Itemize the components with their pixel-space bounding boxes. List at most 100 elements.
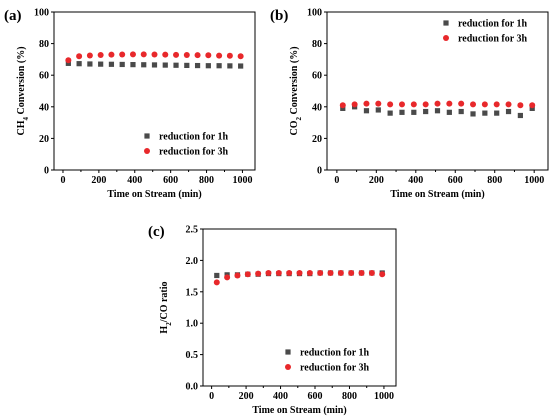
y-tick-label: 0 [44,166,49,177]
y-axis-label: CH4 Conversion (%) [16,46,30,135]
y-tick-label: 60 [39,71,49,82]
y-tick-label: 40 [39,102,49,113]
data-point-square [87,61,93,67]
data-point-circle [213,279,220,286]
x-tick-label: 0 [209,391,214,402]
data-point-circle [446,100,453,107]
data-point-square [434,108,441,114]
data-point-square [227,63,233,69]
x-tick-label: 200 [91,175,106,186]
data-point-circle [351,101,358,108]
chart-panel-3: (c) 0 200 400 600 800 1000 0.0 0.5 1.0 1.5 2.0 2.5 Ti… [148,224,397,416]
data-point-circle [529,102,536,109]
data-point-square [505,108,512,115]
data-point-square [494,110,500,116]
series-2 [339,100,536,109]
data-point-circle [505,101,512,108]
legend-marker-circle [285,364,291,370]
data-point-circle [375,100,382,107]
data-point-circle [183,51,190,58]
plot-frame [326,11,549,171]
legend-label: reduction for 1h [300,348,370,359]
data-point-circle [458,100,465,107]
legend-marker-circle [144,148,150,154]
plot-frame [202,228,397,387]
data-point-circle [286,269,293,276]
data-point-circle [234,272,241,279]
data-point-square [98,61,104,67]
legend-marker-square [285,349,291,355]
data-point-square [108,61,115,67]
y-tick-label: 0.5 [186,350,199,361]
data-point-square [529,105,535,111]
data-point-circle [224,274,231,281]
data-point-square [216,63,222,69]
y-tick-label: 80 [39,39,49,50]
legend-label: reduction for 3h [300,363,370,374]
data-point-circle [379,271,386,278]
data-point-circle [339,102,346,109]
legend: reduction for 1h reduction for 3h [285,348,370,374]
data-point-circle [306,269,313,276]
data-point-circle [140,51,147,58]
legend-marker-square [144,133,150,139]
x-axis-label: Time on Stream (min) [390,189,484,200]
data-point-circle [65,57,72,64]
legend-marker-circle [443,35,449,41]
data-point-square [119,61,125,68]
data-point-square [214,272,220,279]
data-point-circle [226,52,233,59]
x-tick-label: 0 [334,175,339,186]
data-point-square [238,63,244,69]
data-point-circle [327,269,334,276]
data-point-circle [296,269,303,276]
data-point-circle [162,51,169,58]
y-tick-label: 0.0 [186,382,199,393]
y-tick-label: 60 [312,71,322,82]
y-tick-label: 40 [312,102,322,113]
x-tick-label: 1000 [232,175,252,186]
x-tick-label: 800 [199,175,214,186]
series-2 [65,51,244,64]
data-point-square [411,109,417,115]
data-point-circle [275,269,282,276]
legend: reduction for 1h reduction for 3h [144,132,229,158]
x-tick-label: 800 [487,175,502,186]
y-tick-label: 2.0 [186,256,199,267]
data-point-circle [216,52,223,59]
series-2 [213,269,386,286]
x-tick-label: 800 [342,391,357,402]
data-point-circle [358,269,365,276]
data-point-circle [194,52,201,59]
data-point-circle [363,100,370,107]
y-tick-label: 0 [317,166,322,177]
data-point-circle [237,53,244,60]
y-tick-label: 1.5 [186,287,199,298]
panel-label: (a) [4,8,22,24]
chart-panel-2: (b) 0 200 400 600 800 1000 0 20 40 60 80 100 Time on … [270,8,549,200]
legend-label: reduction for 1h [159,132,229,143]
data-point-square [399,109,405,115]
legend-label: reduction for 3h [458,34,528,45]
y-tick-label: 80 [312,39,322,50]
x-tick-label: 1000 [374,391,394,402]
data-point-circle [493,101,500,108]
data-point-circle [348,269,355,276]
data-point-circle [76,53,83,60]
y-tick-label: 20 [312,134,322,145]
data-point-square [162,62,168,68]
data-point-square [65,60,71,66]
y-tick-label: 1.0 [186,319,199,330]
x-tick-label: 200 [239,391,254,402]
data-point-square [130,62,136,68]
data-point-circle [173,51,180,58]
x-tick-label: 600 [163,175,178,186]
data-point-circle [470,101,477,108]
x-tick-label: 600 [308,391,323,402]
data-point-circle [205,52,212,59]
data-point-circle [481,101,488,108]
data-point-square [517,112,523,119]
data-point-circle [410,101,417,108]
data-point-square [363,108,370,114]
